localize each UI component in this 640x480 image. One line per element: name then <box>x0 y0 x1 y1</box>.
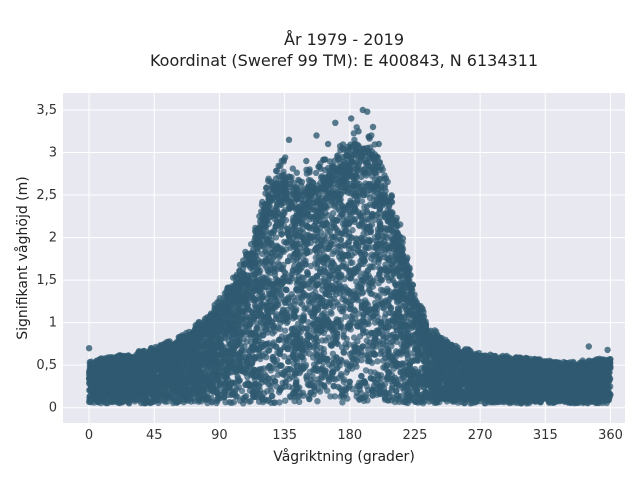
data-point <box>362 367 370 374</box>
data-point <box>278 362 285 369</box>
data-point <box>339 399 346 406</box>
data-point <box>358 198 366 205</box>
data-point <box>342 313 349 320</box>
data-point <box>363 337 370 344</box>
data-point <box>343 226 350 233</box>
data-point <box>401 387 408 394</box>
data-point <box>325 334 332 341</box>
data-points <box>85 106 614 407</box>
data-point <box>222 399 229 406</box>
data-point <box>281 327 289 334</box>
